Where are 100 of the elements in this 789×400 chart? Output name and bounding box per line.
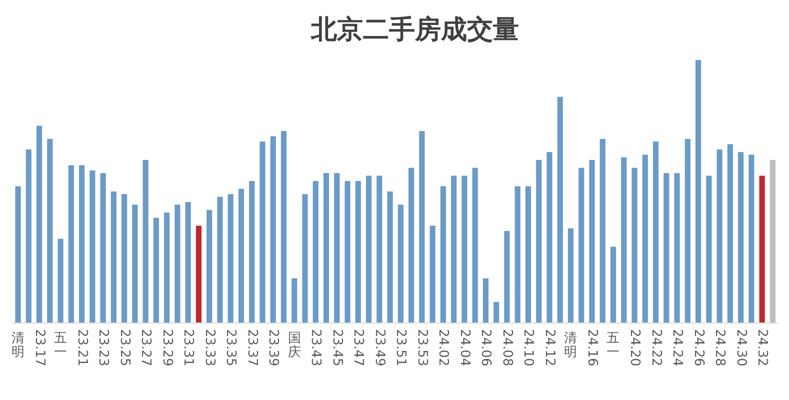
bar [376, 176, 382, 323]
x-tick-label: 24.26 [690, 329, 706, 366]
x-tick-label: 23.29 [159, 329, 174, 366]
x-tick-label: 24.08 [499, 329, 514, 366]
bar [568, 228, 574, 323]
bar [642, 154, 648, 323]
bar [334, 173, 340, 323]
x-tick-label: 23.45 [329, 329, 344, 366]
x-tick-label: 23.51 [393, 329, 408, 366]
bar [695, 60, 702, 323]
x-tick-label: 24.22 [648, 329, 664, 366]
bar [748, 154, 754, 323]
x-tick-label: 清明 [12, 331, 25, 360]
bar [419, 131, 425, 323]
x-tick-label: 24.06 [478, 329, 494, 366]
bar [312, 180, 318, 323]
bar [738, 152, 744, 323]
x-tick-label: 24.32 [754, 329, 770, 366]
bar [217, 196, 223, 323]
bar [355, 180, 361, 323]
bar [26, 149, 32, 323]
bar [514, 186, 520, 323]
bar [344, 180, 350, 323]
bar [366, 176, 372, 323]
x-tick-label: 23.33 [202, 329, 217, 366]
bar [90, 170, 96, 323]
bar [408, 168, 414, 323]
bar [430, 226, 436, 323]
bar [185, 202, 191, 323]
bar [302, 194, 308, 323]
x-tick-label: 23.39 [266, 329, 281, 366]
bar [164, 212, 170, 323]
bar [36, 126, 42, 323]
bar [632, 168, 638, 323]
bar [727, 144, 733, 323]
bar [482, 278, 488, 323]
bar [100, 173, 106, 323]
bar [238, 188, 244, 323]
x-tick-label: 五一 [606, 331, 620, 360]
bar [536, 160, 542, 323]
bar [78, 165, 85, 323]
chart-title: 北京二手房成交量 [310, 15, 519, 45]
bar [610, 246, 616, 323]
x-tick-label: 24.12 [542, 329, 557, 366]
bar [47, 138, 53, 323]
bar [578, 168, 584, 323]
bar [557, 96, 563, 323]
bar [323, 173, 330, 323]
bar [249, 180, 255, 323]
bar [621, 157, 627, 323]
bar [472, 168, 478, 323]
bar [292, 278, 298, 323]
bar [206, 210, 212, 323]
bar [228, 194, 234, 323]
bar [153, 218, 159, 323]
bar [142, 160, 148, 323]
bar [494, 302, 500, 323]
bar [462, 176, 468, 323]
bar [260, 142, 266, 323]
bar [122, 194, 128, 323]
bar [387, 192, 393, 323]
bar [58, 238, 64, 323]
x-tick-label: 24.20 [627, 329, 642, 366]
bar [674, 173, 680, 323]
x-tick-label: 清明 [564, 331, 578, 360]
bar [132, 204, 138, 323]
bar [706, 176, 712, 323]
bar [504, 230, 510, 323]
x-tick-label: 23.23 [96, 329, 111, 366]
x-tick-label: 五一 [54, 331, 68, 360]
bar [15, 186, 21, 323]
x-tick-label: 23.27 [138, 329, 154, 366]
x-tick-label: 23.31 [180, 329, 196, 366]
x-tick-label: 23.43 [308, 329, 324, 366]
x-tick-label: 24.28 [712, 329, 728, 366]
x-tick-label: 23.17 [32, 329, 47, 366]
x-tick-label: 23.47 [350, 329, 366, 366]
x-tick-label: 24.10 [520, 329, 536, 366]
bar [110, 192, 116, 323]
x-tick-label: 24.30 [733, 329, 748, 366]
bar [664, 173, 670, 323]
x-tick-label: 24.04 [456, 329, 472, 366]
x-tick-label: 23.49 [372, 329, 387, 366]
bar [196, 226, 202, 323]
bar [770, 160, 776, 323]
bar [600, 138, 606, 323]
bar [589, 160, 595, 323]
x-tick-label: 国庆 [288, 331, 301, 360]
bar [68, 165, 74, 323]
x-tick-label: 23.37 [244, 329, 260, 366]
bar [525, 186, 532, 323]
bar [684, 138, 690, 323]
bar [451, 176, 457, 323]
x-tick-label: 24.24 [670, 329, 685, 366]
bar [174, 204, 180, 323]
x-tick-label: 23.35 [223, 329, 238, 366]
bar [440, 186, 446, 323]
bar [759, 176, 765, 323]
bar [270, 136, 276, 323]
x-tick-label: 24.16 [584, 329, 600, 366]
